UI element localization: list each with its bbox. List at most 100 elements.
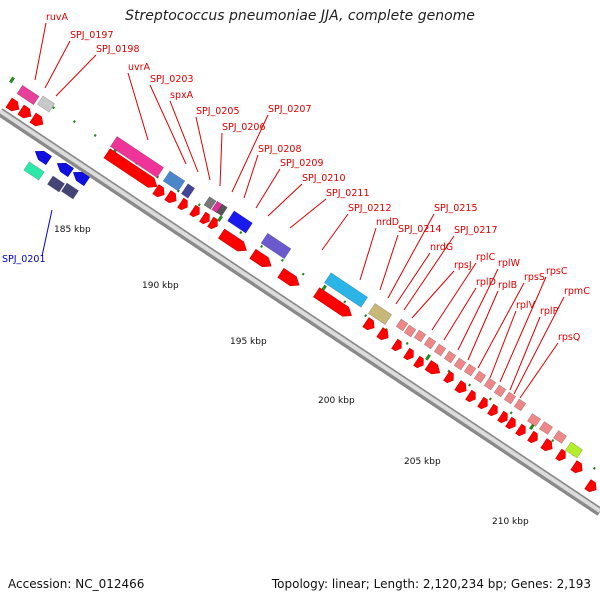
leader-line	[243, 154, 259, 199]
accession-text: Accession: NC_012466	[8, 577, 145, 591]
leader-line	[443, 287, 477, 341]
gene-label: uvrA	[128, 62, 151, 73]
cds-arrow	[443, 370, 454, 384]
leader-line	[477, 282, 525, 369]
leader-line	[34, 22, 47, 81]
feature-blocks	[16, 84, 584, 459]
cds-arrow	[207, 216, 218, 230]
gene-block	[36, 95, 56, 113]
scale-tick	[301, 272, 305, 276]
gene-label: SPJ_0205	[196, 106, 240, 117]
scale-label: 205 kbp	[404, 457, 441, 467]
gene-block	[423, 336, 437, 350]
gene-label: SPJ_0207	[268, 104, 312, 115]
cds-arrow	[29, 112, 44, 127]
scale-label: 200 kbp	[318, 396, 355, 406]
leader-line	[519, 342, 559, 399]
gene-block	[23, 161, 45, 181]
genome-summary: Topology: linear; Length: 2,120,234 bp; …	[271, 577, 591, 591]
leader-line	[467, 290, 499, 361]
gene-block	[403, 324, 417, 338]
scale-tick	[343, 300, 347, 304]
cds-arrow	[218, 228, 247, 252]
scale-tick	[509, 411, 513, 415]
gene-block	[367, 303, 393, 325]
gene-label: SPJ_0210	[302, 173, 346, 184]
leader-line	[509, 316, 541, 391]
gene-block	[162, 170, 186, 192]
leader-line	[55, 54, 97, 97]
scale-tick	[447, 369, 451, 373]
cds-arrows	[5, 97, 597, 493]
leader-line	[395, 252, 431, 305]
leader-line	[231, 114, 269, 193]
cds-arrow-reverse	[56, 162, 74, 178]
gene-block	[216, 203, 228, 217]
cds-arrow	[413, 355, 424, 369]
cds-arrow	[152, 184, 165, 198]
gene-label-reverse: SPJ_0201	[2, 254, 46, 265]
leader-line	[387, 213, 435, 299]
gene-label: SPJ_0208	[258, 144, 302, 155]
gene-label: rplW	[498, 258, 521, 269]
gene-label: ruvA	[46, 12, 69, 23]
scale-tick	[280, 258, 284, 262]
leader-line	[489, 310, 517, 379]
cds-arrow-reverse	[72, 171, 90, 187]
gene-block	[323, 272, 369, 308]
scale-tick	[551, 438, 555, 443]
scale-tick	[405, 341, 409, 346]
gene-label: SPJ_0214	[398, 224, 442, 235]
cds-arrow	[540, 438, 553, 452]
leader-line	[359, 227, 377, 281]
cds-arrow	[17, 104, 32, 119]
cds-arrow	[515, 423, 526, 437]
gene-block	[413, 329, 427, 343]
scale-tick	[72, 120, 76, 124]
scale-tick	[52, 106, 56, 110]
gene-label: rpsS	[524, 272, 545, 283]
leader-line	[513, 296, 565, 395]
gene-block	[483, 377, 497, 391]
scale-tick	[197, 203, 201, 207]
cds-arrow	[376, 327, 389, 341]
gene-label: spxA	[170, 90, 194, 101]
cds-arrow	[527, 430, 538, 444]
gene-block	[109, 136, 165, 178]
gene-block	[227, 210, 253, 234]
leader-line	[41, 209, 53, 257]
gene-block	[463, 363, 477, 377]
gene-block	[395, 318, 409, 332]
leader-line	[403, 235, 455, 311]
gene-block	[453, 357, 467, 371]
leader-line	[169, 100, 199, 173]
gene-block	[526, 413, 542, 427]
scale-tick	[9, 76, 15, 84]
scale-tick	[260, 244, 264, 248]
gene-label: SPJ_0215	[434, 203, 478, 214]
scale-tick	[468, 383, 472, 387]
scale-tick	[156, 175, 160, 179]
scale-tick	[425, 354, 431, 361]
gene-block	[46, 175, 66, 193]
gene-block	[203, 196, 217, 210]
scale-tick	[364, 314, 368, 318]
gene-block	[180, 183, 196, 199]
gene-labels: ruvASPJ_0197SPJ_0198uvrASPJ_0203spxASPJ_…	[2, 12, 590, 343]
cds-arrow	[362, 317, 375, 331]
leader-line	[195, 116, 211, 181]
scale-tick	[176, 189, 180, 193]
leader-line	[411, 270, 455, 319]
cds-arrow	[454, 380, 467, 394]
leader-line	[255, 168, 281, 209]
gene-block	[16, 84, 40, 106]
cds-arrow	[497, 410, 508, 424]
cds-arrow	[477, 396, 488, 410]
gene-label: rpmC	[564, 286, 590, 297]
scale-labels: 185 kbp 190 kbp 195 kbp 200 kbp 205 kbp 210 k…	[54, 225, 529, 527]
gene-block	[538, 421, 554, 435]
gene-label: nrdD	[376, 217, 399, 228]
scale-tick	[93, 133, 97, 138]
scale-tick	[488, 397, 492, 401]
cds-arrow	[313, 287, 352, 317]
